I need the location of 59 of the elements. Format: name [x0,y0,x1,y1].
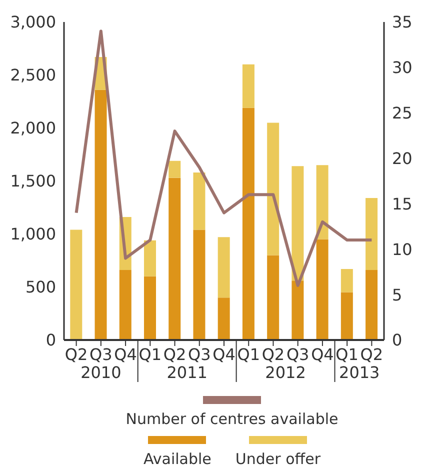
y2-tick-label: 30 [392,58,412,78]
x-tick-label: Q4 [311,345,334,364]
bar [292,280,304,340]
bar [366,198,378,270]
x-tick-label: Q4 [114,345,137,364]
bar [242,64,254,108]
bar [316,165,328,240]
x-tick-label: Q2 [64,345,88,364]
bar [70,230,82,340]
x-tick-label: Q2 [360,345,384,364]
bar [340,268,353,292]
text: 2010 [80,363,122,382]
bar [168,178,181,340]
legend-label: Number of centres available [126,410,338,428]
legend-label: Available [144,450,212,468]
y-tick-label: 1,000 [10,224,56,244]
y2-tick-label: 25 [392,104,412,123]
bar [292,166,304,281]
text: 2013 [339,363,380,382]
y-tick-label: 1,500 [10,172,56,191]
y2-tick-label: 10 [392,240,412,259]
x-tick-label: Q3 [286,345,310,364]
bar [193,230,206,340]
bar [119,270,132,340]
bar [242,108,254,340]
bar [316,239,328,340]
legend-label: Under offer [235,450,320,468]
bar [144,276,156,340]
bar [94,90,107,340]
x-tick-label: Q3 [90,345,112,364]
text: 2011 [166,363,208,382]
x-tick-label: Q1 [138,345,162,364]
y2-tick-label: 15 [392,194,412,214]
y2-tick-label: 0 [392,330,402,350]
bar [267,122,280,256]
y2-tick-label: 20 [392,148,412,168]
x-tick-label: Q3 [188,345,211,364]
bar [218,237,230,298]
line-series [74,30,374,287]
bar [168,160,181,178]
y2-tick-label: 35 [392,12,412,32]
x-tick-label: Q2 [262,345,285,364]
y-tick-label: 0 [46,330,56,350]
bar [193,172,206,230]
text: 2012 [265,363,306,382]
bar [366,270,378,340]
y-tick-label: 2,500 [10,66,56,85]
bar [218,298,230,340]
x-tick-label: Q1 [237,345,260,364]
bar [144,240,156,276]
y-tick-label: 2,000 [10,118,56,138]
y-tick-label: 3,000 [10,12,56,32]
y-tick-label: 500 [25,278,56,297]
bar [340,292,353,340]
x-tick-label: Q1 [336,345,358,364]
bar [267,255,280,340]
x-tick-label: Q2 [163,345,186,364]
x-tick-label: Q4 [212,345,236,364]
y2-tick-label: 5 [392,285,402,304]
